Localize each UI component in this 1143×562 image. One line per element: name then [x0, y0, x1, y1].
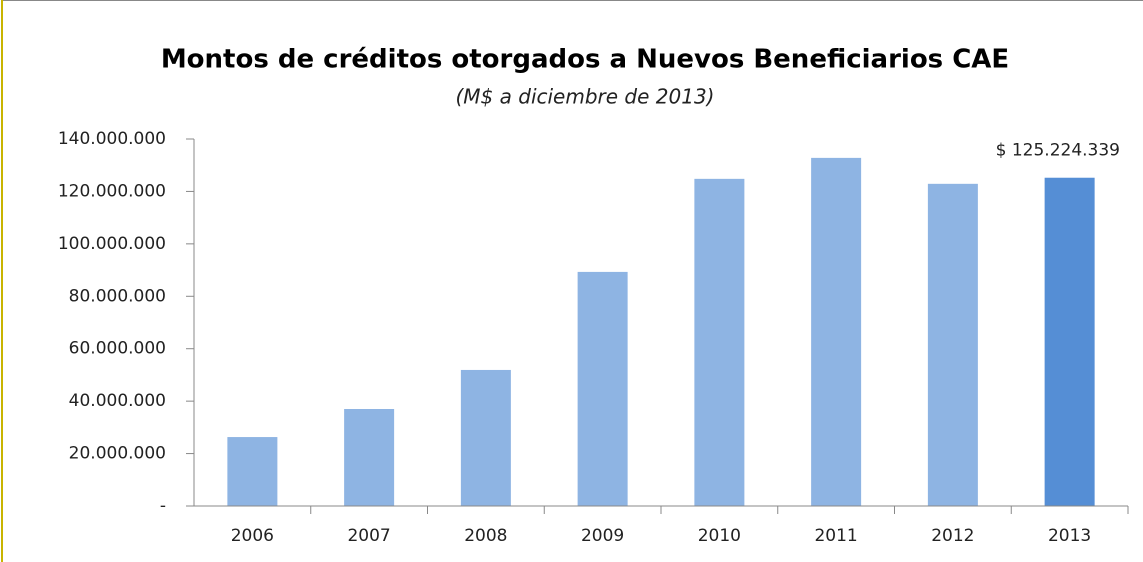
bar [460, 369, 511, 506]
bar [1044, 177, 1095, 506]
x-tick-label: 2012 [931, 526, 974, 546]
y-tick-label: 80.000.000 [69, 286, 166, 306]
bar [227, 437, 278, 506]
x-tick-label: 2011 [814, 526, 857, 546]
x-tick-label: 2006 [231, 526, 274, 546]
y-tick-label: 100.000.000 [58, 234, 166, 254]
y-tick-label: 20.000.000 [69, 444, 166, 464]
value-label: $ 125.224.339 [996, 141, 1120, 161]
x-tick-label: 2009 [581, 526, 624, 546]
y-tick-label: 140.000.000 [58, 129, 166, 149]
y-tick-label: - [160, 496, 166, 516]
y-tick-label: 40.000.000 [69, 391, 166, 411]
bar [344, 409, 395, 506]
x-tick-label: 2007 [347, 526, 390, 546]
bar [577, 271, 628, 506]
bar [694, 178, 745, 507]
y-tick-label: 120.000.000 [58, 181, 166, 201]
y-tick-label: 60.000.000 [69, 339, 166, 359]
chart-title: Montos de créditos otorgados a Nuevos Be… [161, 45, 1009, 75]
x-tick-label: 2008 [464, 526, 507, 546]
x-tick-label: 2013 [1048, 526, 1091, 546]
bar [927, 183, 978, 507]
bar [811, 157, 862, 507]
x-tick-label: 2010 [698, 526, 741, 546]
chart-subtitle: (M$ a diciembre de 2013) [456, 85, 715, 109]
